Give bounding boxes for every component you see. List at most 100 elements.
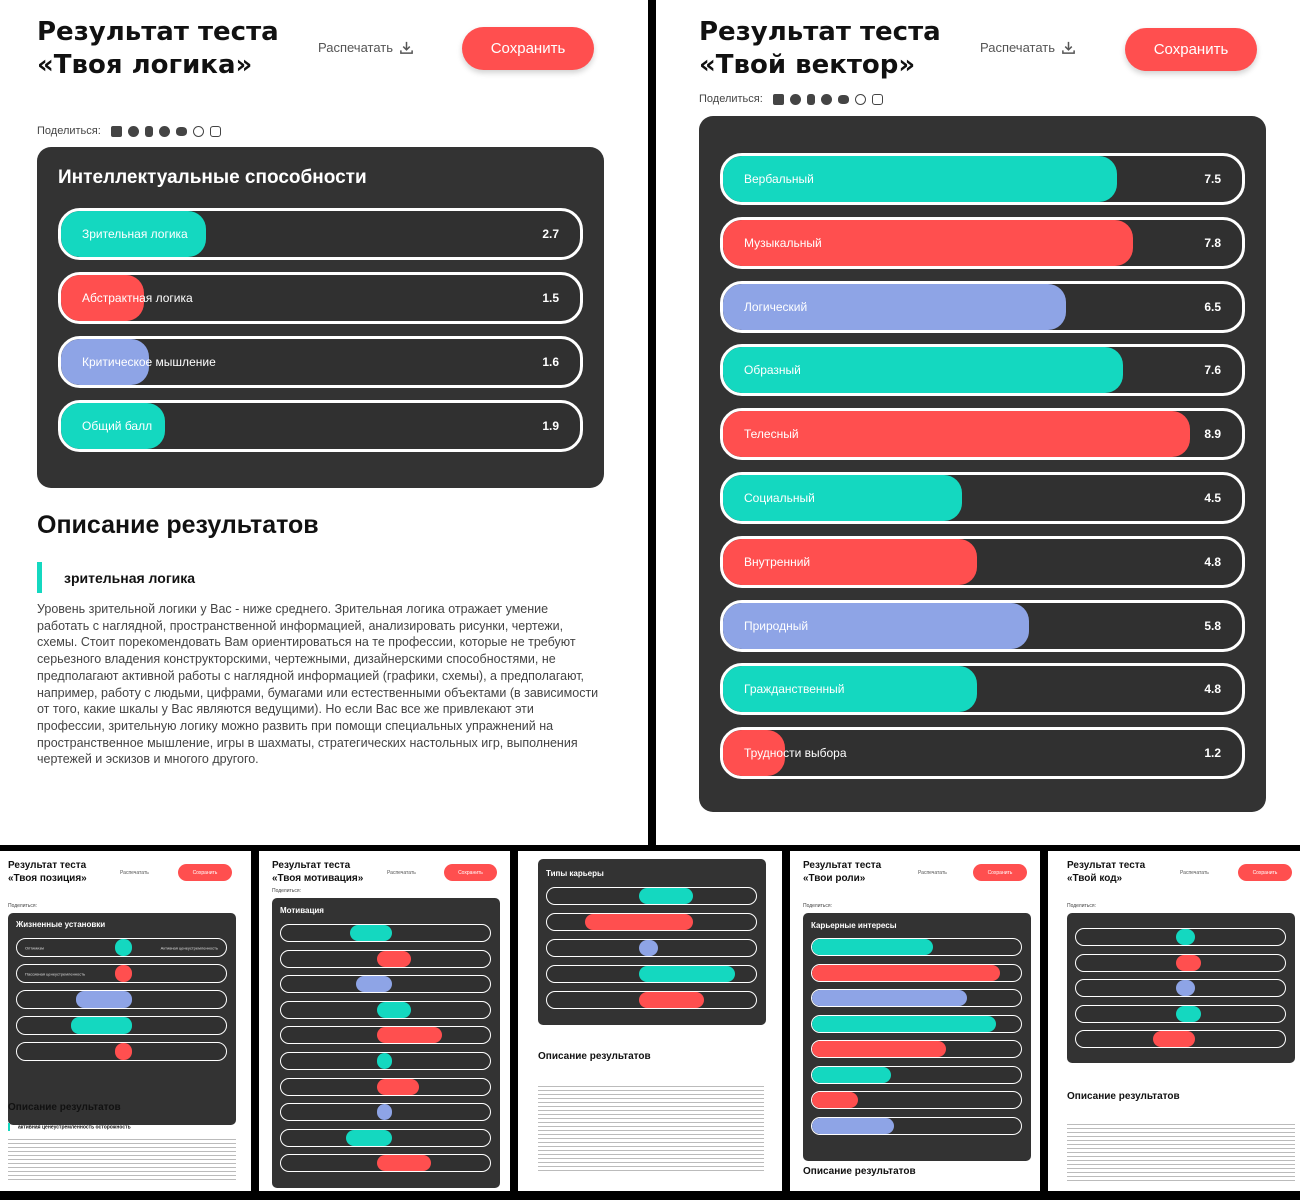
description-subheading: активная ценеустремленность осторожность — [8, 1123, 131, 1131]
facebook-icon[interactable] — [127, 125, 139, 137]
twitter-icon[interactable] — [837, 94, 849, 104]
mini-bar — [546, 939, 757, 957]
save-button[interactable]: Сохранить — [1125, 28, 1257, 71]
score-fill — [61, 275, 145, 321]
mini-bar — [1075, 979, 1286, 997]
card-title: Интеллектуальные способности — [58, 167, 367, 188]
whatsapp-icon[interactable] — [854, 93, 866, 105]
mini-bar — [280, 975, 491, 994]
title-line-2: «Твой вектор» — [699, 49, 916, 80]
print-button[interactable]: Распечатать — [387, 870, 416, 876]
mini-bar — [811, 989, 1022, 1007]
mini-bar — [280, 949, 491, 968]
mini-card: Карьерные интересы — [803, 913, 1031, 1161]
mini-bar-fill — [1176, 1005, 1202, 1022]
print-button[interactable]: Распечатать — [980, 40, 1076, 55]
mini-bar-fill — [115, 939, 132, 956]
description-heading: Описание результатов — [8, 1102, 121, 1113]
mini-bar — [811, 938, 1022, 956]
subheading-text: зрительная логика — [64, 569, 196, 586]
score-bar: Вербальный 7.5 — [720, 153, 1245, 205]
print-button[interactable]: Распечатать — [318, 40, 414, 55]
whatsapp-icon[interactable] — [192, 125, 204, 137]
page-title: Результат теста «Твой вектор» — [699, 16, 941, 81]
description-text-placeholder — [1067, 1121, 1295, 1183]
mini-bar-fill — [377, 950, 411, 967]
odnoklassniki-icon[interactable] — [144, 125, 153, 137]
score-fill — [61, 403, 165, 449]
telegram-icon[interactable] — [820, 93, 832, 105]
mini-bar-fill — [638, 966, 736, 982]
mini-bar — [280, 1128, 491, 1147]
mini-bar — [280, 1103, 491, 1122]
mini-bar — [546, 965, 757, 983]
mini-card: Типы карьеры — [538, 859, 766, 1025]
description-subheading: зрительная логика — [37, 562, 195, 593]
title-line-2: «Твой код» — [1067, 872, 1123, 884]
mini-bar-fill — [377, 1104, 392, 1121]
download-icon — [1062, 41, 1075, 54]
viber-icon[interactable] — [871, 93, 883, 105]
score-fill — [61, 339, 150, 385]
print-button[interactable]: Распечатать — [1180, 870, 1209, 876]
mini-bar-fill — [638, 940, 658, 956]
mini-bar — [811, 1065, 1022, 1084]
mini-panel-code: Результат теста «Твой код» Распечатать С… — [1048, 851, 1300, 1191]
score-value: 4.8 — [1204, 682, 1221, 697]
score-bar: Абстрактная логика 1.5 — [58, 272, 583, 324]
page-title: Результат теста «Твоя логика» — [37, 16, 279, 81]
score-fill — [723, 156, 1118, 202]
mini-bar-fill — [1176, 980, 1196, 996]
vector-card: Вербальный 7.5 Музыкальный 7.8 Логический 6.5… — [699, 116, 1266, 812]
save-button[interactable]: Сохранить — [973, 864, 1027, 881]
viber-icon[interactable] — [209, 125, 221, 137]
score-bar: Образный 7.6 — [720, 344, 1245, 397]
page-title: Результат теста «Твой код» — [1067, 860, 1145, 885]
save-button[interactable]: Сохранить — [444, 864, 497, 881]
description-text-placeholder — [538, 1083, 764, 1173]
vk-icon[interactable] — [772, 93, 784, 105]
save-button[interactable]: Сохранить — [1238, 864, 1292, 881]
mini-bar — [546, 991, 757, 1009]
card-title: Карьерные интересы — [811, 921, 897, 930]
panel-vector-result: Результат теста «Твой вектор» Распечатат… — [656, 0, 1300, 845]
mini-bar — [280, 1052, 491, 1070]
description-heading: Описание результатов — [803, 1166, 916, 1177]
title-line-2: «Твои роли» — [803, 872, 866, 884]
mini-bar-fill — [356, 976, 392, 993]
title-line-2: «Твоя логика» — [37, 49, 253, 80]
mini-bar — [280, 1077, 491, 1096]
score-value: 7.6 — [1204, 363, 1221, 378]
mini-card: Жизненные установки Оптимизм Активная цен… — [8, 913, 236, 1125]
mini-panel-roles: Результат теста «Твои роли» Распечатать … — [790, 851, 1040, 1191]
print-button[interactable]: Распечатать — [120, 870, 149, 876]
score-label: Внутренний — [744, 554, 811, 569]
score-value: 2.7 — [542, 227, 559, 241]
title-line-1: Результат теста — [803, 860, 882, 871]
description-heading: Описание результатов — [1067, 1091, 1180, 1102]
share-label: Поделиться: — [37, 125, 101, 137]
mini-bar — [546, 887, 757, 905]
score-bar: Телесный 8.9 — [720, 408, 1245, 461]
title-line-1: Результат теста — [37, 17, 279, 47]
save-button[interactable]: Сохранить — [462, 27, 594, 70]
twitter-icon[interactable] — [175, 126, 187, 136]
telegram-icon[interactable] — [158, 125, 170, 137]
description-text: Уровень зрительной логики у Вас - ниже с… — [37, 602, 599, 767]
save-button[interactable]: Сохранить — [178, 864, 232, 881]
odnoklassniki-icon[interactable] — [806, 93, 815, 105]
mini-bar-fill — [75, 991, 132, 1008]
title-line-2: «Твоя мотивация» — [272, 872, 364, 884]
print-button[interactable]: Распечатать — [918, 870, 947, 876]
share-label: Поделиться: — [272, 888, 301, 894]
print-label: Распечатать — [318, 40, 394, 55]
score-value: 1.6 — [542, 355, 559, 369]
score-label: Абстрактная логика — [82, 291, 193, 305]
mini-bar-fill — [377, 1155, 432, 1172]
facebook-icon[interactable] — [789, 93, 801, 105]
share-label: Поделиться: — [699, 93, 763, 105]
page-title: Результат теста «Твоя позиция» — [8, 860, 87, 885]
score-value: 7.5 — [1204, 172, 1221, 186]
score-label: Зрительная логика — [82, 227, 188, 241]
vk-icon[interactable] — [110, 125, 122, 137]
